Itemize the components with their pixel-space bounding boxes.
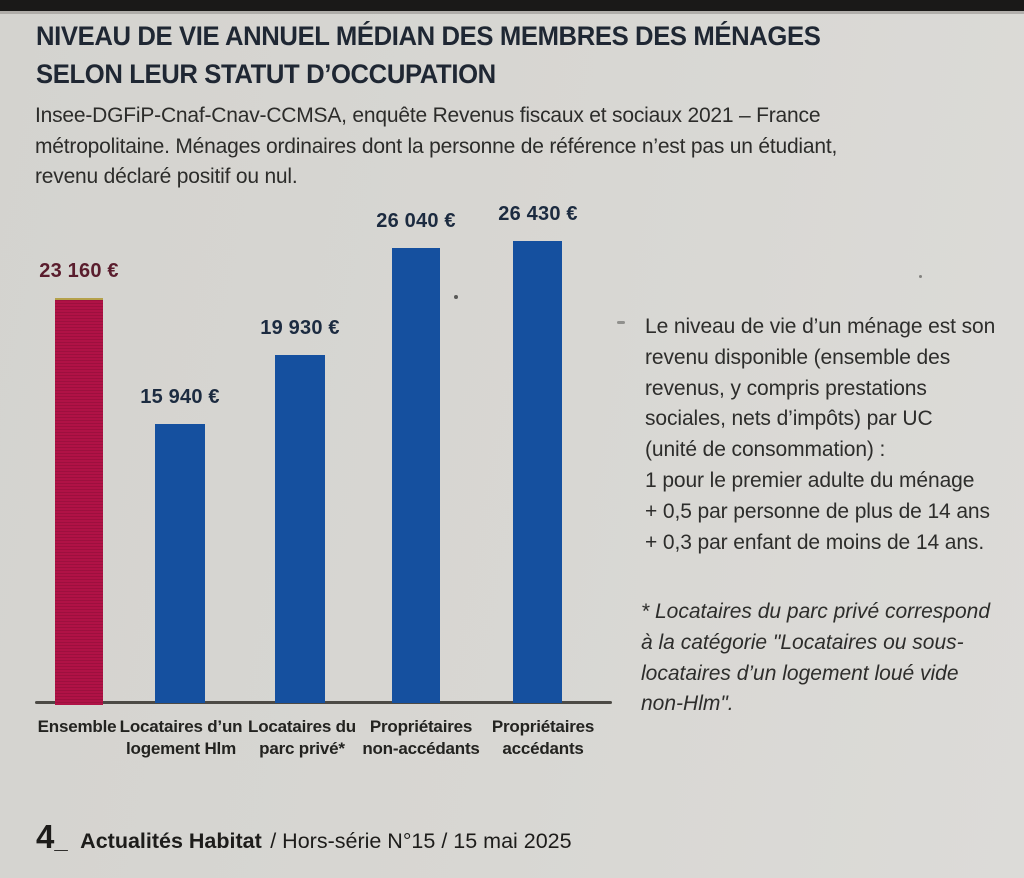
chart-bar <box>513 241 562 703</box>
category-label: Locataires d’un logement Hlm <box>119 717 243 758</box>
bar-value-label: 19 930 € <box>260 317 340 339</box>
page-number-underscore: _ <box>54 827 67 854</box>
scan-speck <box>454 295 458 299</box>
page-footer: 4_ Actualités Habitat / Hors-série N°15 … <box>36 818 572 856</box>
category-label: Propriétaires accédants <box>491 717 595 758</box>
chart-bar <box>55 298 103 705</box>
definition-note: Le niveau de vie d’un ménage est son rev… <box>645 315 996 554</box>
scan-top-edge <box>0 0 1024 11</box>
bar-value-label: 23 160 € <box>39 260 119 282</box>
chart-source-note: Insee-DGFiP-Cnaf-Cnav-CCMSA, enquête Rev… <box>35 104 838 188</box>
scan-speck <box>919 275 922 278</box>
magazine-title: Actualités Habitat <box>80 829 262 853</box>
chart-bar <box>392 248 440 703</box>
bar-value-label: 26 040 € <box>376 210 456 232</box>
bar-value-label: 26 430 € <box>498 203 578 225</box>
title-line-2: SELON LEUR STATUT D’OCCUPATION <box>36 59 496 89</box>
category-label: Ensemble <box>37 717 117 736</box>
category-label: Locataires du parc privé* <box>248 717 356 758</box>
category-label: Propriétaires non-accédants <box>362 717 480 758</box>
bar-chart: 23 160 € Ensemble 15 940 € Locataires d’un … <box>35 203 612 758</box>
page-title: NIVEAU DE VIE ANNUEL MÉDIAN DES MEMBRES … <box>36 17 821 93</box>
page-number: 4 <box>36 818 55 855</box>
bar-value-label: 15 940 € <box>140 386 220 408</box>
title-line-1: NIVEAU DE VIE ANNUEL MÉDIAN DES MEMBRES … <box>36 21 821 51</box>
chart-bar <box>275 355 325 703</box>
chart-bar <box>155 424 205 703</box>
asterisk-footnote: * Locataires du parc privé correspond à … <box>641 600 991 716</box>
scan-speck <box>617 321 625 324</box>
issue-info: / Hors-série N°15 / 15 mai 2025 <box>270 829 572 853</box>
scan-top-smudge <box>0 11 1024 14</box>
